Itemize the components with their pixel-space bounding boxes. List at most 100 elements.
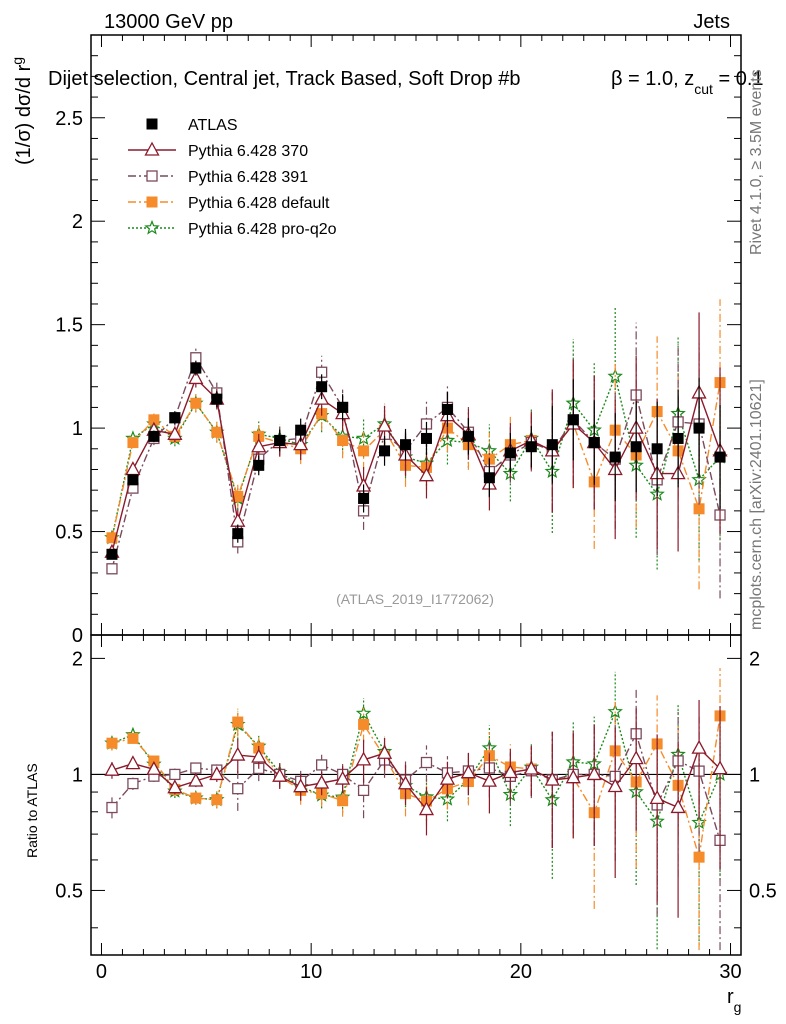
data-point [148,430,160,442]
y-tick-label: 1 [72,418,83,440]
ratio-tick-label-right: 2 [749,648,760,670]
plot-title: Dijet selection, Central jet, Track Base… [48,68,520,90]
ratio-point [251,748,267,763]
ratio-point [481,772,497,787]
data-point [358,445,370,457]
header-jets: Jets [693,11,730,33]
data-point [630,441,642,453]
ratio-point [358,718,370,730]
x-tick-label: 10 [300,961,322,983]
mcplots-label: mcplots.cern.ch [arXiv:2401.10621] [748,379,765,630]
data-point [714,451,726,463]
ratio-point [167,779,183,794]
ratio-series-line [111,746,721,811]
analysis-watermark: (ATLAS_2019_I1772062) [336,591,494,607]
ratio-point [439,770,456,785]
ratio-point [315,759,328,771]
legend-marker [144,141,160,156]
data-point [293,436,309,451]
data-point [127,437,139,449]
y-tick-label: 1.5 [55,315,83,337]
data-point [609,451,621,463]
plot-title-sub: cut [694,81,713,97]
data-point [525,441,537,453]
ratio-point [104,761,120,776]
data-point [693,503,705,515]
plot-title-beta-part: β = 1.0, zcut = 0.1 [611,68,764,97]
ratio-series-pythia-6-428-pro-q2o [104,671,728,950]
ratio-point [523,760,539,775]
ratio-axis-label: Ratio to ATLAS [24,763,40,858]
data-point [483,472,495,484]
ratio-point [712,760,728,775]
ratio-point [209,766,225,781]
data-point [251,438,267,453]
y-tick-label: 2 [72,211,83,233]
data-point [230,512,246,527]
ratio-series-pythia-6-428-default [106,668,726,951]
data-point [504,447,516,459]
legend-label: Pythia 6.428 default [188,195,330,212]
data-point [651,443,663,455]
plot-title-beta: β = 1.0, z [611,68,694,90]
ratio-point [190,762,202,774]
data-point [106,563,118,575]
ratio-point [691,739,707,754]
ratio-point [693,851,705,863]
data-point [358,492,370,504]
legend-marker [146,170,158,182]
data-point [400,439,412,451]
ratio-point [127,732,139,744]
ratio-point [607,703,623,719]
ratio-point [649,790,665,805]
y-tick-label: 0.5 [55,522,83,544]
ratio-point [607,778,623,793]
x-axis-label-main: r [727,986,734,1008]
ratio-point [335,770,351,785]
ratio-point [232,716,244,728]
x-axis-label: rg [727,986,741,1015]
x-tick-label: 20 [510,961,532,983]
ratio-point [169,768,181,781]
data-point [567,414,579,426]
x-axis-label-sub: g [734,999,742,1015]
ratio-point [544,771,560,786]
data-point [546,439,558,451]
y-tick-label: 0 [72,625,83,647]
y-axis-label-main: (1/σ) dσ/d r [13,64,35,165]
legend-marker [146,118,158,130]
data-point [106,532,118,544]
data-point [672,432,684,444]
data-point [190,397,202,409]
ratio-point [188,772,204,787]
series-atlas [106,360,726,560]
ratio-point [628,750,644,765]
ratio-point [314,774,330,789]
series-pythia-6-428-pro-q2o [104,306,728,570]
legend-marker [144,219,160,235]
series-line [111,382,721,538]
legend-entry: Pythia 6.428 370 [128,141,308,160]
data-point [462,430,474,442]
ratio-tick-label-right: 0.5 [749,880,777,902]
data-point [169,412,181,424]
ratio-point [357,784,370,797]
ratio-point [376,744,393,759]
rivet-label: Rivet 4.1.0, ≥ 3.5M events [748,69,765,255]
ratio-point [125,755,141,770]
ratio-point [230,746,246,761]
plot-title-main: Dijet selection, Central jet, Track Base… [48,68,520,90]
ratio-point [211,794,223,806]
data-point [274,435,286,447]
x-tick-label: 30 [719,961,741,983]
data-point [295,424,307,436]
ratio-point [670,799,686,814]
ratio-point [420,756,433,769]
plot-title-tail: = 0.1 [713,68,764,90]
ratio-series-pythia-6-428-370 [104,700,728,918]
ratio-tick-label: 1 [72,764,83,786]
main-panel: 0 0.5 1 1.5 2 2.5 [55,34,742,647]
ratio-tick-label: 0.5 [55,880,83,902]
ratio-point [190,792,202,804]
data-point [588,437,600,449]
